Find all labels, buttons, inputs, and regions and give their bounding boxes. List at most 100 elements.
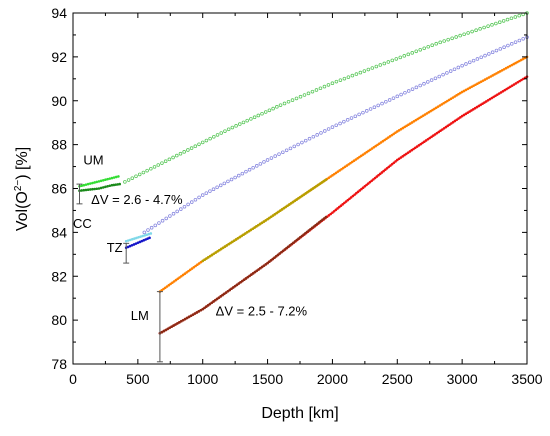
data-point <box>149 166 153 171</box>
data-point <box>126 245 130 249</box>
data-point <box>410 51 415 55</box>
data-point <box>487 76 491 79</box>
data-point <box>208 254 212 258</box>
data-point <box>521 57 525 61</box>
data-point <box>324 178 328 182</box>
data-point <box>106 185 109 188</box>
data-point <box>292 144 297 149</box>
data-point <box>193 197 198 202</box>
data-point <box>306 91 311 96</box>
data-point <box>494 21 498 26</box>
data-point <box>361 110 365 115</box>
data-point <box>86 182 90 186</box>
data-point <box>506 65 510 69</box>
data-point <box>251 165 255 170</box>
data-point <box>438 40 442 45</box>
data-point <box>418 83 422 88</box>
data-point <box>110 176 114 180</box>
data-point <box>300 194 304 198</box>
data-point <box>302 93 307 97</box>
data-point <box>282 206 286 210</box>
data-point <box>281 150 285 155</box>
data-point <box>308 189 311 193</box>
data-point <box>277 210 280 214</box>
data-point <box>483 78 487 81</box>
data-point <box>467 60 472 65</box>
data-point <box>245 118 249 123</box>
data-point <box>442 101 445 105</box>
data-point <box>138 240 142 244</box>
data-point <box>291 200 295 204</box>
data-point <box>284 148 289 153</box>
x-tick-label: 2500 <box>382 371 413 387</box>
data-point <box>462 89 466 93</box>
data-point <box>84 183 88 186</box>
series-5 <box>158 215 328 335</box>
data-point <box>97 180 101 183</box>
data-point <box>497 71 500 74</box>
data-point <box>104 185 107 189</box>
data-point <box>319 131 323 135</box>
data-point <box>253 270 257 274</box>
y-tick-label: 80 <box>51 312 67 328</box>
data-point <box>91 187 94 191</box>
data-point <box>225 244 229 247</box>
data-point <box>164 216 169 221</box>
data-point <box>141 234 144 238</box>
data-point <box>280 208 284 211</box>
series-4 <box>201 178 328 263</box>
data-point <box>430 43 435 48</box>
data-point <box>372 105 377 109</box>
data-point <box>264 219 268 222</box>
data-point <box>470 85 473 89</box>
data-point <box>131 237 134 241</box>
data-point <box>246 275 250 279</box>
data-point <box>251 227 255 231</box>
data-point <box>519 58 523 62</box>
data-point <box>510 63 514 67</box>
data-point <box>204 191 209 195</box>
data-point <box>124 239 128 243</box>
data-point <box>338 121 342 126</box>
data-point <box>186 148 190 152</box>
data-point <box>226 127 231 132</box>
data-point <box>143 234 146 237</box>
data-point <box>487 52 491 56</box>
data-point <box>112 183 116 187</box>
data-point <box>257 268 260 271</box>
data-point <box>300 140 304 145</box>
data-point <box>236 236 240 240</box>
data-point <box>114 175 118 179</box>
data-point <box>475 57 480 61</box>
data-point <box>128 238 132 242</box>
data-point <box>452 67 457 72</box>
data-point <box>294 96 299 101</box>
data-point <box>345 118 350 122</box>
data-point <box>302 193 306 196</box>
data-point <box>123 180 127 184</box>
annotations-layer: UM ΔV = 2.6 - 4.7% CC TZ LM ΔV = 2.5 - 7.2% <box>73 152 308 323</box>
data-point <box>311 134 316 139</box>
data-point <box>206 304 210 307</box>
data-point <box>126 239 130 242</box>
data-point <box>502 67 506 71</box>
data-point <box>315 184 319 188</box>
data-point <box>237 282 241 285</box>
data-point <box>223 292 226 296</box>
data-point <box>273 212 277 216</box>
data-point <box>518 59 521 63</box>
data-point <box>450 36 454 41</box>
data-point <box>160 161 164 165</box>
data-point <box>93 187 96 191</box>
data-point <box>431 108 434 112</box>
data-point <box>460 90 464 94</box>
data-point <box>322 179 326 183</box>
data-point <box>182 204 187 209</box>
data-point <box>108 184 112 188</box>
data-point <box>93 181 96 184</box>
data-point <box>458 33 462 38</box>
data-point <box>216 250 219 253</box>
data-point <box>200 140 205 145</box>
series-8 <box>124 232 153 243</box>
data-point <box>149 225 154 230</box>
